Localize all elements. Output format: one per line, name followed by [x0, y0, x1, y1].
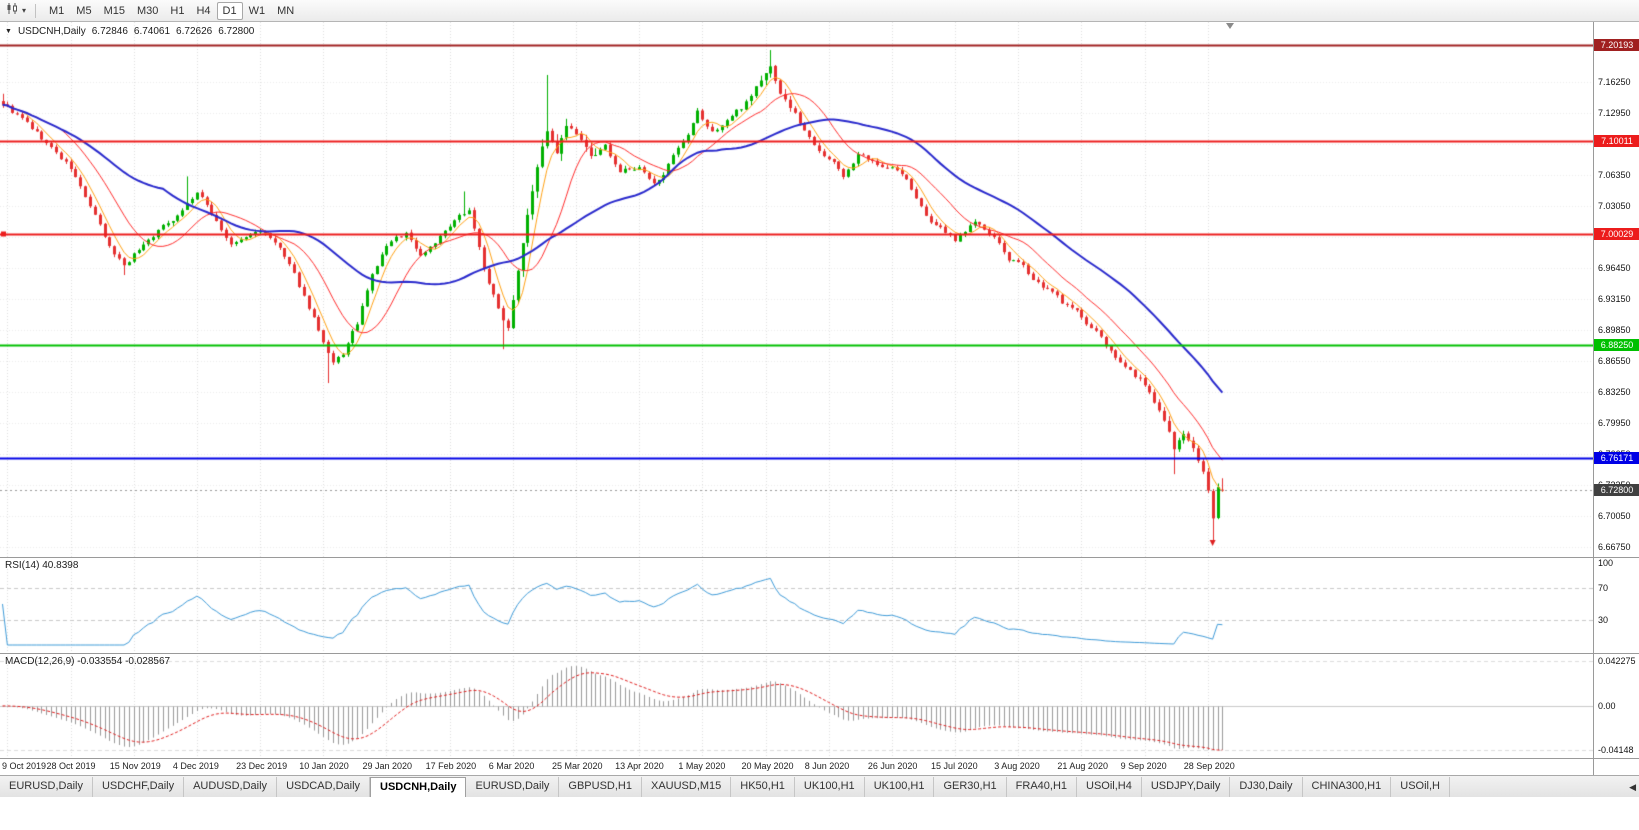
price-level-label: 6.76171: [1594, 452, 1639, 465]
date-label: 13 Apr 2020: [615, 761, 664, 771]
chart-tabs: EURUSD,Daily USDCHF,Daily AUDUSD,Daily USDC…: [0, 775, 1639, 797]
price-tick-label: 6.70050: [1598, 510, 1631, 521]
timeframe-button-h1[interactable]: H1: [170, 4, 185, 17]
macd-label: MACD(12,26,9) -0.033554 -0.028567: [5, 656, 171, 667]
panel-separator: [0, 758, 1639, 759]
date-label: 28 Sep 2020: [1183, 761, 1235, 771]
price-tick-label: 6.93150: [1598, 293, 1631, 304]
panel-separator[interactable]: [0, 557, 1639, 558]
tab-usoil-h4[interactable]: USOil,H4: [1077, 777, 1142, 797]
tab-gbpusd-h1[interactable]: GBPUSD,H1: [559, 777, 642, 797]
macd-indicator-canvas[interactable]: [0, 653, 1593, 758]
tab-uk100-h1[interactable]: UK100,H1: [795, 777, 865, 797]
tab-usdcad-daily[interactable]: USDCAD,Daily: [277, 777, 371, 797]
tab-hk50-h1[interactable]: HK50,H1: [731, 777, 795, 797]
main-chart-canvas[interactable]: [0, 22, 1593, 557]
tab-eurusd-daily[interactable]: EURUSD,Daily: [0, 777, 93, 797]
toolbar: ▾ M1 M5 M15 M30 H1 H4 D1 W1 MN: [0, 0, 1639, 22]
date-label: 17 Feb 2020: [425, 761, 477, 771]
date-label: 4 Dec 2019: [172, 761, 219, 771]
date-label: 15 Nov 2019: [109, 761, 161, 771]
date-label: 26 Jun 2020: [867, 761, 918, 771]
price-tick-label: 6.96450: [1598, 262, 1631, 273]
panel-separator[interactable]: [0, 653, 1639, 654]
tab-uk100-h1[interactable]: UK100,H1: [865, 777, 935, 797]
price-tick-label: 7.06350: [1598, 170, 1631, 180]
chart-shift-marker[interactable]: [1226, 23, 1235, 29]
date-label: 29 Jan 2020: [362, 761, 412, 771]
date-axis[interactable]: 9 Oct 2019 28 Oct 2019 15 Nov 2019 4 Dec 20…: [0, 758, 1593, 775]
ohlc-high: 6.74061: [133, 26, 171, 37]
tab-dj30-daily[interactable]: DJ30,Daily: [1230, 777, 1303, 797]
tab-audusd-daily[interactable]: AUDUSD,Daily: [184, 777, 278, 797]
date-label: 3 Aug 2020: [994, 761, 1040, 771]
date-label: 23 Dec 2019: [236, 761, 288, 771]
tab-scroll-left-icon[interactable]: ◀: [1629, 782, 1636, 792]
date-label: 1 May 2020: [678, 761, 726, 771]
rsi-tick-label: 100: [1598, 558, 1614, 568]
price-tick-label: 7.16250: [1598, 77, 1631, 88]
tab-china300-h1[interactable]: CHINA300,H1: [1303, 777, 1392, 797]
date-label: 15 Jul 2020: [931, 761, 978, 771]
tab-eurusd-daily[interactable]: EURUSD,Daily: [466, 777, 560, 797]
tab-usoil-h[interactable]: USOil,H: [1391, 777, 1450, 797]
rsi-tick-label: 70: [1598, 582, 1609, 593]
timeframe-button-mn[interactable]: MN: [277, 4, 295, 17]
price-tick-label: 7.12950: [1598, 108, 1631, 118]
price-level-label: 7.10011: [1594, 134, 1639, 147]
tab-usdjpy-daily[interactable]: USDJPY,Daily: [1142, 777, 1231, 797]
rsi-label: RSI(14) 40.8398: [5, 560, 79, 571]
price-level-label: 6.88250: [1594, 339, 1639, 351]
date-label: 21 Aug 2020: [1057, 761, 1108, 771]
date-label: 9 Sep 2020: [1120, 761, 1167, 771]
macd-tick-label: 0.00: [1598, 700, 1616, 711]
tab-usdcnh-daily[interactable]: USDCNH,Daily: [370, 777, 467, 797]
chart-type-dropdown-icon[interactable]: ▾: [22, 5, 27, 15]
timeframe-button-m5[interactable]: M5: [76, 4, 92, 17]
timeframe-buttons: M1 M5 M15 M30 H1 H4 D1 W1 MN: [43, 1, 300, 20]
rsi-tick-label: 30: [1598, 615, 1609, 626]
date-label: 9 Oct 2019: [2, 761, 47, 771]
timeframe-button-d1[interactable]: D1: [216, 1, 243, 20]
date-label: 6 Mar 2020: [488, 761, 535, 771]
price-level-label: 7.00029: [1594, 228, 1639, 241]
date-label: 28 Oct 2019: [46, 761, 96, 771]
rsi-indicator-canvas[interactable]: [0, 557, 1593, 653]
tab-fra40-h1[interactable]: FRA40,H1: [1007, 777, 1078, 797]
candlestick-chart-icon[interactable]: [6, 2, 20, 20]
date-label: 10 Jan 2020: [299, 761, 349, 771]
toolbar-separator: [35, 3, 37, 18]
price-tick-label: 6.89850: [1598, 324, 1631, 335]
timeframe-button-m30[interactable]: M30: [136, 4, 159, 17]
ohlc-open: 6.72846: [91, 26, 128, 37]
tab-ger30-h1[interactable]: GER30,H1: [934, 777, 1007, 797]
price-tick-label: 6.86550: [1598, 355, 1631, 366]
tab-xauusd-m15[interactable]: XAUUSD,M15: [642, 777, 732, 797]
price-tick-label: 6.79950: [1598, 417, 1631, 428]
ohlc-low: 6.72626: [176, 26, 213, 37]
tab-usdchf-daily[interactable]: USDCHF,Daily: [93, 777, 185, 797]
current-price-label: 6.72800: [1594, 484, 1639, 497]
date-label: 8 Jun 2020: [804, 761, 850, 771]
timeframe-button-m1[interactable]: M1: [49, 4, 65, 17]
chart-symbol-label: USDCNH,Daily: [17, 26, 86, 37]
price-tick-label: 6.66750: [1598, 541, 1631, 552]
collapse-icon[interactable]: ▼: [5, 28, 12, 35]
macd-tick-label: -0.04148: [1598, 745, 1634, 755]
timeframe-button-w1[interactable]: W1: [248, 4, 266, 17]
bottom-strip: [0, 797, 1639, 830]
timeframe-button-m15[interactable]: M15: [103, 4, 125, 17]
price-tick-label: 6.83250: [1598, 386, 1631, 397]
price-axis[interactable]: 7.162507.129507.096507.063507.030506.997…: [1593, 22, 1639, 775]
date-label: 25 Mar 2020: [551, 761, 603, 771]
price-tick-label: 7.03050: [1598, 201, 1631, 211]
chart-title: ▼ USDCNH,Daily 6.72846 6.74061 6.72626 6…: [5, 26, 254, 37]
timeframe-button-h4[interactable]: H4: [196, 4, 211, 17]
ohlc-close: 6.72800: [218, 26, 255, 37]
price-level-label: 7.20193: [1594, 38, 1639, 51]
macd-tick-label: 0.042275: [1598, 656, 1636, 666]
date-label: 20 May 2020: [741, 761, 794, 771]
